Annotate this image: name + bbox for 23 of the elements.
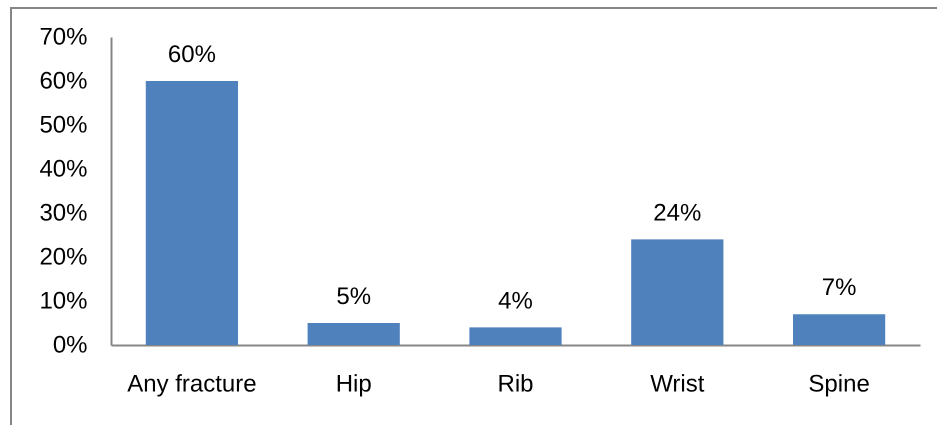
data-label: 24%	[653, 199, 702, 226]
y-tick-label: 0%	[52, 332, 88, 358]
bar	[469, 327, 562, 345]
bar	[631, 239, 724, 345]
bar	[308, 323, 400, 345]
data-label: 4%	[498, 287, 533, 314]
x-tick-label: Any fracture	[127, 370, 257, 398]
data-label: 60%	[168, 41, 216, 68]
y-tick-label: 30%	[39, 200, 88, 226]
y-tick-label: 20%	[39, 244, 88, 270]
y-tick-label: 50%	[39, 112, 88, 138]
y-tick-label: 40%	[39, 156, 88, 182]
x-tick-label: Hip	[336, 370, 372, 398]
x-tick-label: Wrist	[650, 370, 705, 398]
data-label: 7%	[822, 274, 856, 302]
y-tick-label: 10%	[39, 288, 88, 314]
x-tick-label: Rib	[497, 370, 534, 398]
y-tick-label: 70%	[39, 24, 88, 50]
data-label: 5%	[336, 283, 372, 310]
bar	[792, 314, 886, 345]
y-tick-label: 60%	[39, 68, 88, 94]
x-tick-label: Spine	[808, 370, 870, 398]
bar	[146, 81, 238, 345]
